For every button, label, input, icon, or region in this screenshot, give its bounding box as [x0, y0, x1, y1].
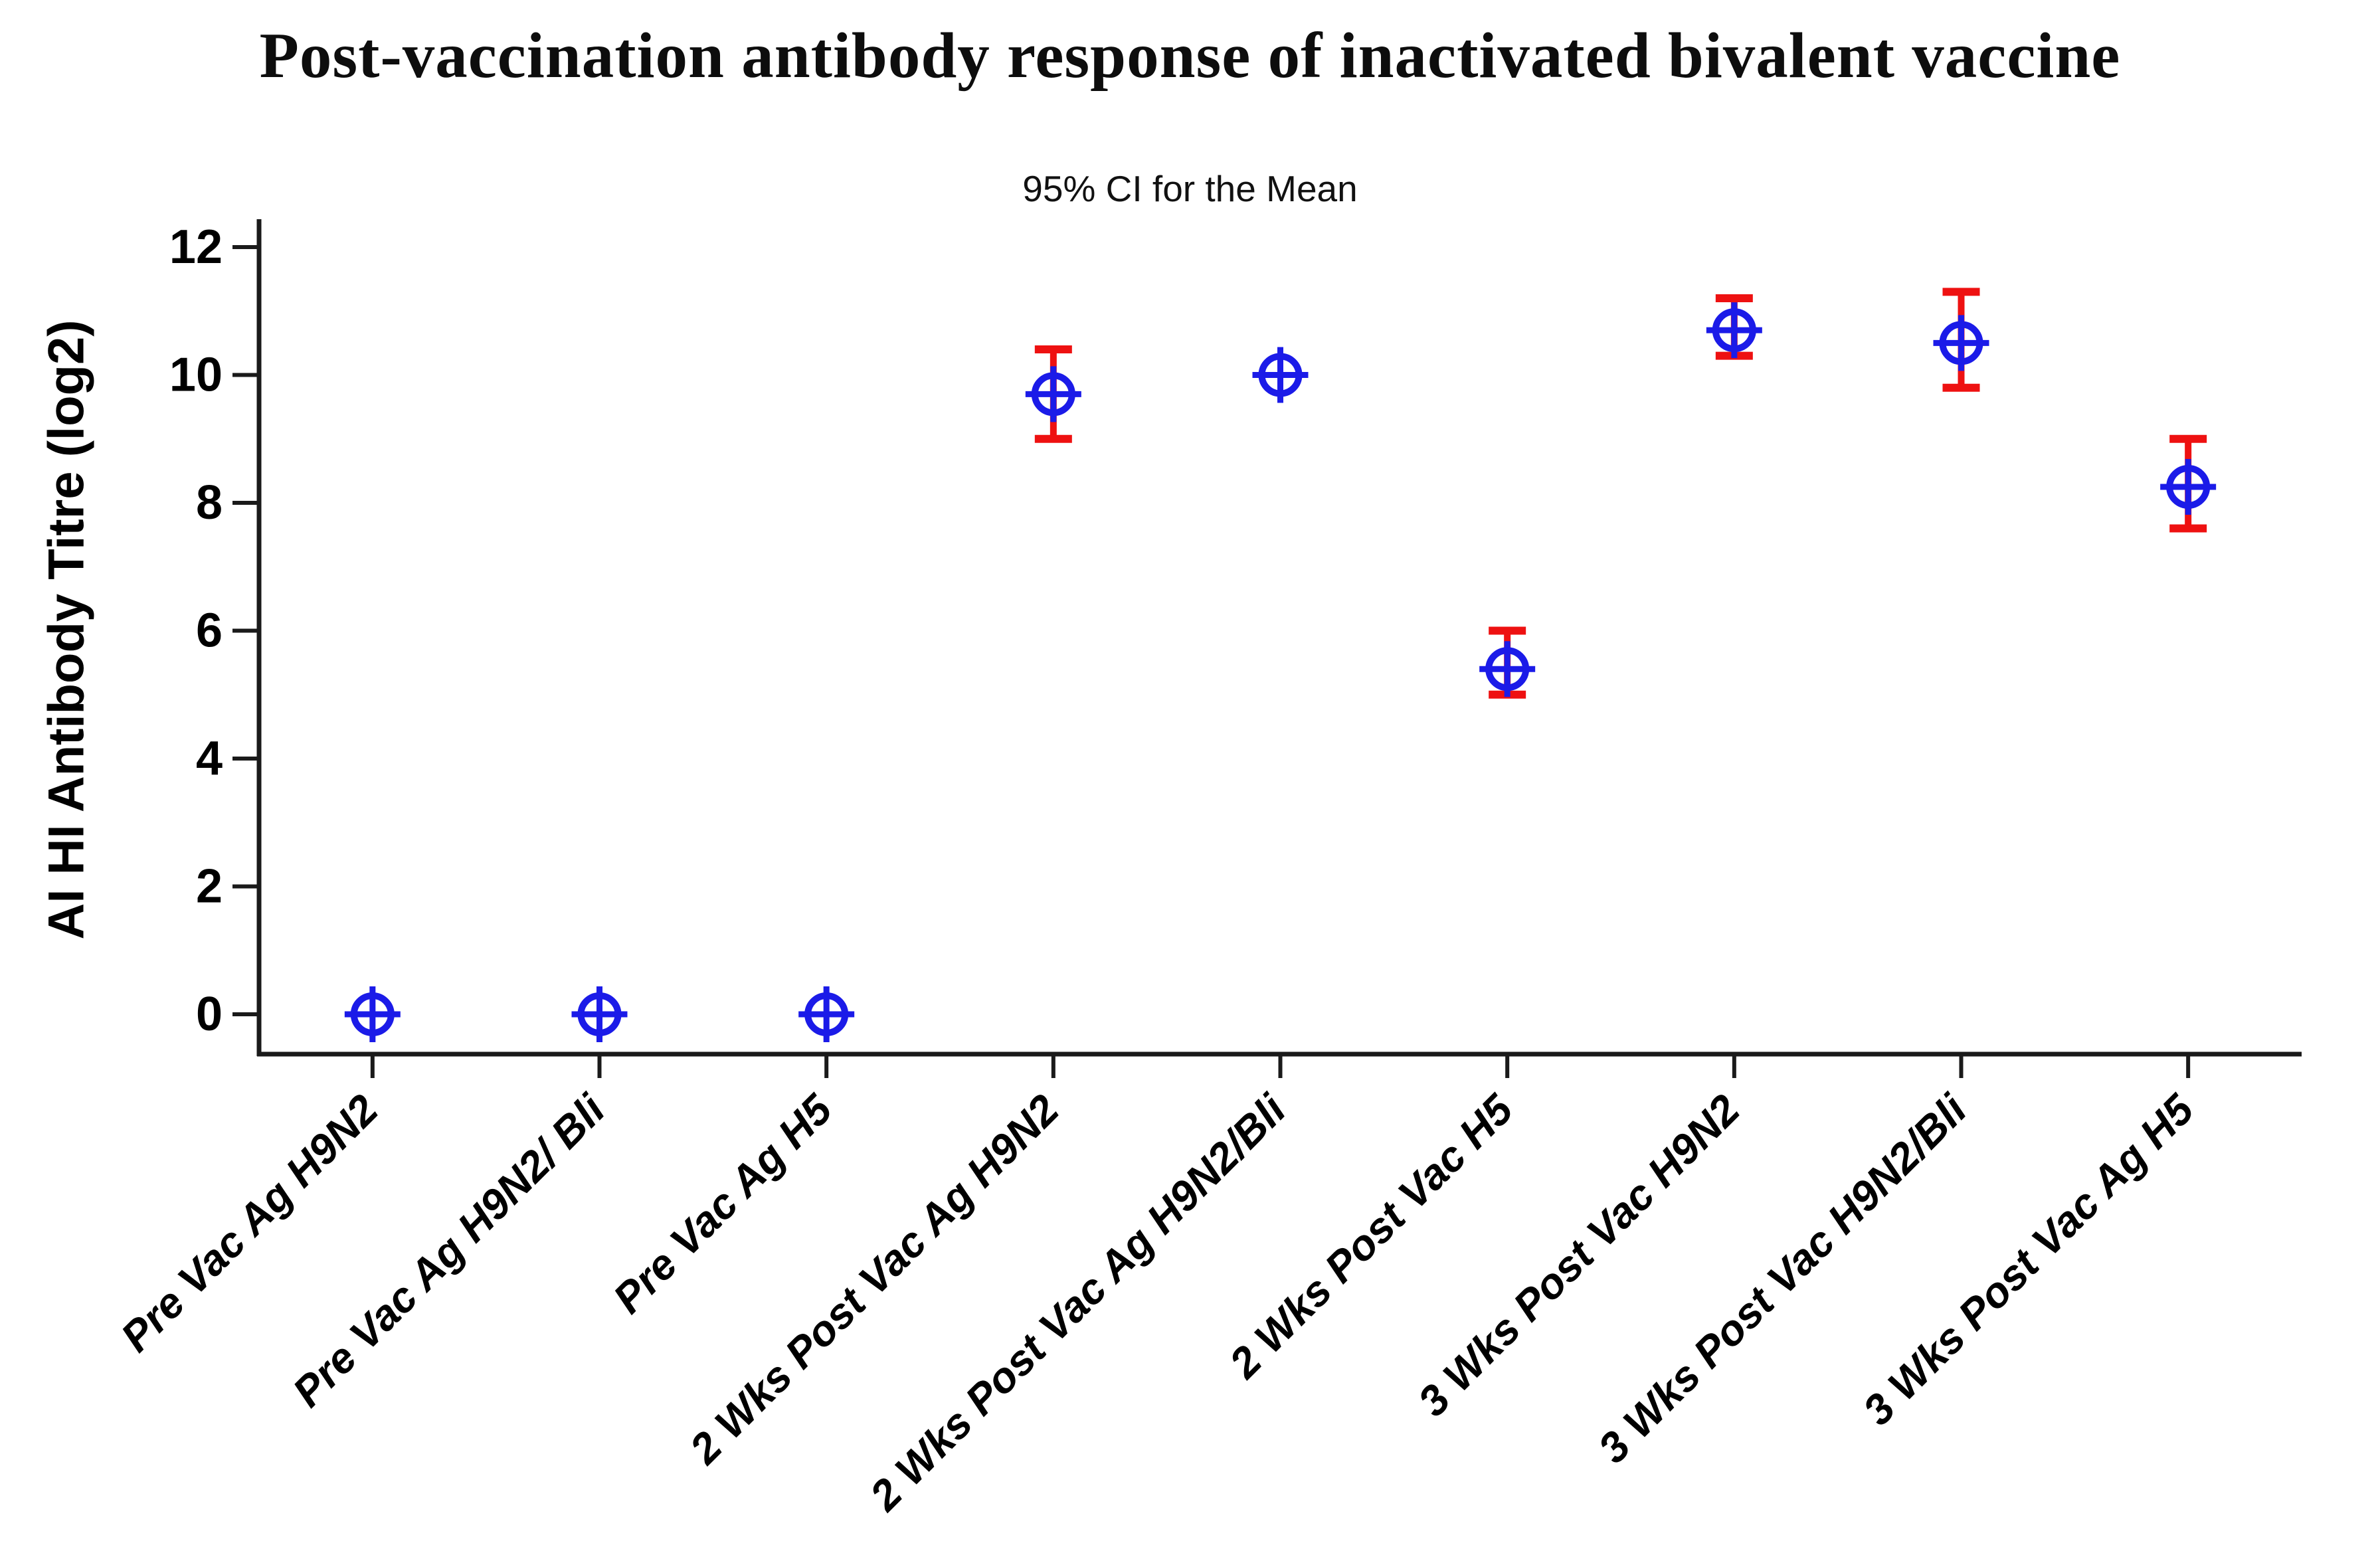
y-tick-label: 8	[196, 476, 223, 529]
mean-marker-circle	[804, 992, 849, 1036]
y-tick-label: 2	[196, 860, 223, 913]
mean-marker-circle	[1939, 321, 1983, 365]
x-tick-label: 3 Wks Post Vac H9N2/Bli	[1589, 1085, 1976, 1472]
mean-marker-circle	[350, 992, 395, 1036]
y-tick-label: 4	[196, 732, 223, 785]
mean-marker-circle	[1485, 647, 1530, 691]
y-tick-label: 6	[196, 604, 223, 658]
x-tick-label: 2 Wks Post Vac Ag H9N2/Bli	[860, 1085, 1295, 1520]
mean-marker-circle	[1031, 372, 1075, 416]
mean-marker-circle	[1258, 353, 1303, 397]
x-tick-label: Pre Vac Ag H5	[604, 1085, 842, 1322]
mean-marker-circle	[1712, 308, 1756, 353]
chart-title: Post-vaccination antibody response of in…	[259, 20, 2121, 91]
x-tick-label: 2 Wks Post Vac Ag H9N2	[680, 1085, 1068, 1473]
y-tick-label: 0	[196, 988, 223, 1041]
mean-marker-circle	[577, 992, 622, 1036]
chart-subtitle: 95% CI for the Mean	[1022, 168, 1358, 209]
y-tick-label: 10	[169, 349, 223, 402]
y-tick-label: 12	[169, 221, 223, 274]
mean-marker-circle	[2166, 464, 2211, 509]
